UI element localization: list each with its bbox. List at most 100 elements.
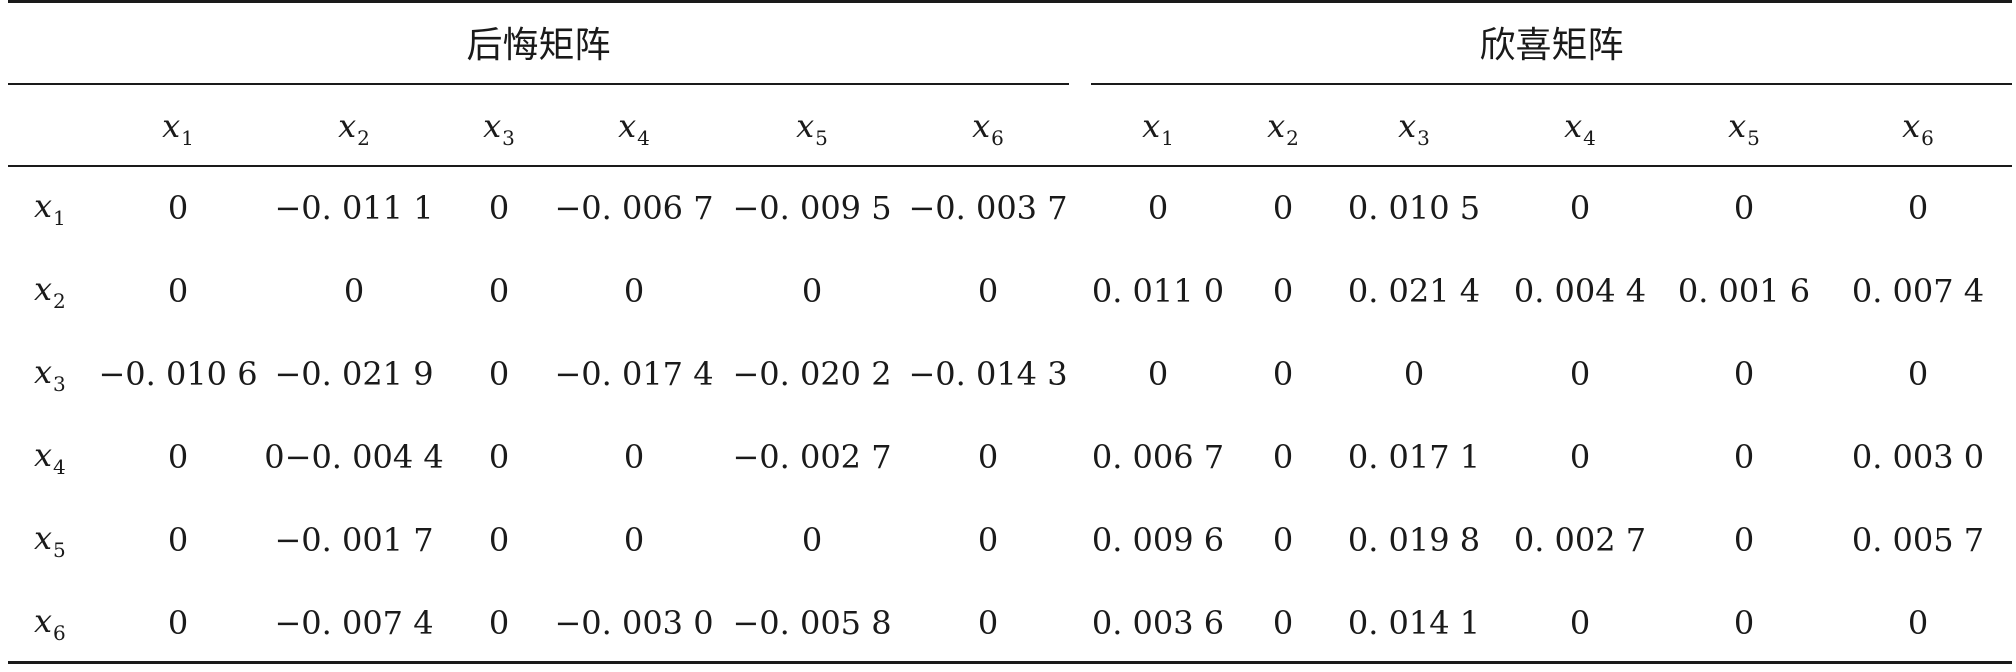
regret-matrix-cell: 0 xyxy=(623,272,645,310)
rejoice-matrix-cell: 0. 005 7 xyxy=(1851,521,1985,559)
variable-subscript: 2 xyxy=(357,125,370,150)
regret-matrix-cell: −0. 005 8 xyxy=(732,604,892,642)
regret-matrix-cell: 0 xyxy=(167,438,189,476)
column-header-variable: x5 xyxy=(796,107,828,150)
variable-subscript: 4 xyxy=(53,454,66,479)
column-header-variable: x4 xyxy=(1564,107,1596,150)
column-header-variable: x2 xyxy=(338,107,370,150)
row-header: x4 xyxy=(34,427,114,487)
rejoice-matrix-cell: 0. 021 4 xyxy=(1347,272,1481,310)
column-header-variable: x1 xyxy=(1142,107,1174,150)
column-header: x3 xyxy=(414,98,584,158)
row-header-variable: x5 xyxy=(34,519,66,562)
variable-subscript: 5 xyxy=(1747,125,1760,150)
row-header-variable: x2 xyxy=(34,270,66,313)
variable-subscript: 2 xyxy=(1286,125,1299,150)
column-header-variable: x3 xyxy=(1398,107,1430,150)
regret-matrix-cell: 0 xyxy=(167,189,189,227)
rejoice-matrix-cell: 0. 004 4 xyxy=(1513,272,1647,310)
variable-symbol: x xyxy=(34,186,53,225)
regret-matrix-cell: 0 xyxy=(977,438,999,476)
variable-subscript: 6 xyxy=(991,125,1004,150)
regret-matrix-cell: −0. 010 6 xyxy=(98,355,258,393)
regret-matrix-cell: 0 xyxy=(488,272,510,310)
variable-symbol: x xyxy=(1902,106,1921,145)
variable-subscript: 5 xyxy=(815,125,828,150)
variable-symbol: x xyxy=(1267,106,1286,145)
regret-matrix-cell: 0−0. 004 4 xyxy=(264,438,444,476)
regret-matrix-cell: −0. 009 5 xyxy=(732,189,892,227)
variable-symbol: x xyxy=(34,518,53,557)
column-header-variable: x1 xyxy=(162,107,194,150)
rejoice-matrix-cell: 0 xyxy=(1907,604,1929,642)
variable-symbol: x xyxy=(1728,106,1747,145)
regret-matrix-cell: −0. 014 3 xyxy=(908,355,1068,393)
rejoice-matrix-cell: 0. 010 5 xyxy=(1347,189,1481,227)
regret-matrix-cell: −0. 007 4 xyxy=(274,604,434,642)
variable-symbol: x xyxy=(162,106,181,145)
column-header: x1 xyxy=(1073,98,1243,158)
rejoice-matrix-title: 欣喜矩阵 xyxy=(1479,25,1624,66)
column-header: x4 xyxy=(1495,98,1665,158)
rejoice-group-rule xyxy=(1091,83,2012,85)
row-header-variable: x3 xyxy=(34,353,66,396)
column-header: x1 xyxy=(93,98,263,158)
column-header-variable: x6 xyxy=(1902,107,1934,150)
variable-symbol: x xyxy=(1142,106,1161,145)
column-header-variable: x2 xyxy=(1267,107,1299,150)
regret-matrix-cell: −0. 006 7 xyxy=(554,189,714,227)
regret-matrix-cell: −0. 021 9 xyxy=(274,355,434,393)
variable-subscript: 4 xyxy=(1583,125,1596,150)
variable-subscript: 3 xyxy=(502,125,515,150)
rejoice-matrix-cell: 0. 006 7 xyxy=(1091,438,1225,476)
variable-symbol: x xyxy=(1398,106,1417,145)
variable-symbol: x xyxy=(34,435,53,474)
rejoice-matrix-cell: 0 xyxy=(1733,521,1755,559)
variable-symbol: x xyxy=(618,106,637,145)
rejoice-matrix-cell: 0 xyxy=(1272,355,1294,393)
regret-matrix-cell: 0 xyxy=(801,521,823,559)
row-header-variable: x6 xyxy=(34,602,66,645)
regret-matrix-cell: −0. 017 4 xyxy=(554,355,714,393)
regret-matrix-cell: 0 xyxy=(167,272,189,310)
column-header-variable: x4 xyxy=(618,107,650,150)
regret-matrix-cell: −0. 003 7 xyxy=(908,189,1068,227)
column-header: x2 xyxy=(1198,98,1368,158)
rejoice-matrix-cell: 0. 002 7 xyxy=(1513,521,1647,559)
row-header: x6 xyxy=(34,593,114,653)
rejoice-matrix-cell: 0 xyxy=(1403,355,1425,393)
rejoice-matrix-cell: 0 xyxy=(1733,604,1755,642)
variable-subscript: 6 xyxy=(1921,125,1934,150)
rejoice-matrix-cell: 0. 009 6 xyxy=(1091,521,1225,559)
rejoice-matrix-cell: 0 xyxy=(1272,438,1294,476)
regret-group-rule xyxy=(8,83,1069,85)
regret-matrix-cell: −0. 001 7 xyxy=(274,521,434,559)
regret-matrix-cell: 0 xyxy=(977,272,999,310)
column-header: x5 xyxy=(727,98,897,158)
column-header-variable: x3 xyxy=(483,107,515,150)
regret-matrix-cell: 0 xyxy=(623,438,645,476)
row-header: x2 xyxy=(34,261,114,321)
rejoice-matrix-cell: 0 xyxy=(1569,355,1591,393)
row-header: x5 xyxy=(34,510,114,570)
variable-symbol: x xyxy=(972,106,991,145)
regret-matrix-cell: 0 xyxy=(488,521,510,559)
regret-matrix-cell: −0. 020 2 xyxy=(732,355,892,393)
variable-symbol: x xyxy=(338,106,357,145)
top-rule xyxy=(8,0,2012,3)
variable-symbol: x xyxy=(34,352,53,391)
regret-matrix-cell: 0 xyxy=(977,604,999,642)
regret-matrix-cell: 0 xyxy=(623,521,645,559)
rejoice-matrix-cell: 0 xyxy=(1272,521,1294,559)
regret-matrix-cell: 0 xyxy=(488,189,510,227)
regret-matrix-cell: 0 xyxy=(488,604,510,642)
regret-matrix-cell: −0. 002 7 xyxy=(732,438,892,476)
rejoice-matrix-cell: 0. 017 1 xyxy=(1347,438,1481,476)
variable-subscript: 1 xyxy=(1161,125,1174,150)
regret-matrix-cell: 0 xyxy=(488,355,510,393)
rejoice-matrix-cell: 0 xyxy=(1907,355,1929,393)
row-header-variable: x1 xyxy=(34,187,66,230)
rejoice-matrix-cell: 0. 019 8 xyxy=(1347,521,1481,559)
regret-matrix-cell: −0. 011 1 xyxy=(274,189,434,227)
regret-matrix-cell: 0 xyxy=(801,272,823,310)
